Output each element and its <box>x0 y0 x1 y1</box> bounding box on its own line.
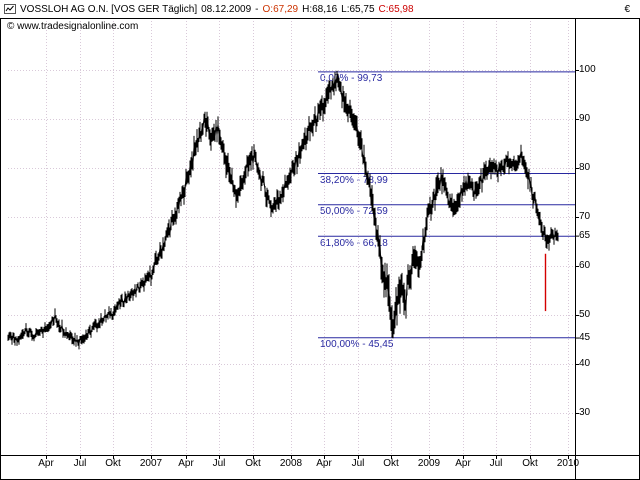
instrument-icon <box>4 3 16 15</box>
copyright-watermark: © www.tradesignalonline.com <box>7 21 139 32</box>
close-value: C:65,98 <box>378 3 414 15</box>
y-axis-label: 65 <box>579 229 591 241</box>
x-axis-label: 2008 <box>279 458 303 469</box>
x-axis-label: Okt <box>383 458 399 469</box>
y-axis-label: 100 <box>579 64 596 75</box>
x-axis-label: Okt <box>105 458 121 469</box>
x-axis-label: 2009 <box>417 458 441 469</box>
y-axis-label: 50 <box>579 309 591 320</box>
x-axis-label: Jul <box>489 458 503 469</box>
fibonacci-label: 0,00% - 99,73 <box>320 73 383 85</box>
price-line <box>7 75 559 345</box>
low-value: L:65,75 <box>341 3 375 15</box>
y-axis-label: 30 <box>579 407 591 418</box>
y-axis-label: 80 <box>579 162 591 173</box>
x-axis-label: Okt <box>522 458 538 469</box>
x-axis-label: Apr <box>316 458 332 469</box>
high-value: H:68,16 <box>302 3 338 15</box>
x-axis-label: 2010 <box>556 458 580 469</box>
x-axis-label: Jul <box>351 458 365 469</box>
y-axis-label: 90 <box>579 113 591 124</box>
x-axis-label: Apr <box>455 458 471 469</box>
fibonacci-label: 61,80% - 66,18 <box>320 237 388 249</box>
x-axis-label: 2007 <box>139 458 163 469</box>
x-axis-label: Jul <box>212 458 226 469</box>
price-bars <box>7 70 559 350</box>
instrument-title: VOSSLOH AG O.N. [VOS GER Täglich] <box>20 3 198 15</box>
x-axis-label: Apr <box>178 458 194 469</box>
open-value: O:67,29 <box>262 3 299 15</box>
fibonacci-label: 38,20% - 78,99 <box>320 174 388 186</box>
fibonacci-label: 100,00% - 45,45 <box>320 339 394 351</box>
y-axis-label: 45 <box>579 331 591 343</box>
currency-label: € <box>624 3 630 15</box>
x-axis-label: Apr <box>38 458 54 469</box>
y-axis-label: 70 <box>579 211 591 222</box>
title-bar: VOSSLOH AG O.N. [VOS GER Täglich] 08.12.… <box>0 0 640 19</box>
title-group: VOSSLOH AG O.N. [VOS GER Täglich] 08.12.… <box>0 3 414 15</box>
quote-date: 08.12.2009 <box>201 3 252 15</box>
title-dash: - <box>255 3 259 15</box>
fibonacci-label: 50,00% - 72,59 <box>320 206 388 218</box>
x-axis-label: Okt <box>245 458 261 469</box>
y-axis-label: 60 <box>579 260 591 271</box>
y-axis-label: 40 <box>579 358 591 369</box>
x-axis-label: Jul <box>73 458 87 469</box>
